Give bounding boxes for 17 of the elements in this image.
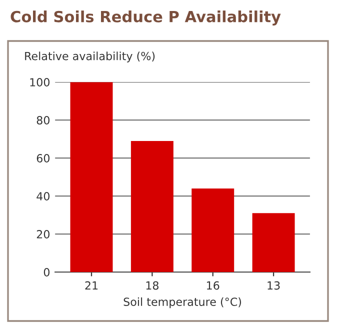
x-tick-label: 13 — [268, 281, 280, 290]
y-tick-label: 20 — [36, 230, 50, 238]
x-tick-label: 21 — [85, 281, 98, 290]
bar — [70, 82, 113, 272]
bar — [192, 188, 234, 272]
x-tick-label: 18 — [146, 281, 158, 290]
y-tick-label: 100 — [30, 78, 50, 86]
x-axis-title: Soil temperature (°C) — [124, 297, 242, 308]
y-tick-label: 60 — [36, 154, 50, 162]
y-tick-label: 40 — [36, 192, 50, 200]
chart-title: Cold Soils Reduce P Availability — [10, 10, 281, 26]
x-tick-label: 16 — [207, 281, 220, 290]
y-tick-label: 0 — [44, 268, 50, 276]
bar — [130, 140, 174, 272]
y-tick-label: 80 — [36, 116, 50, 124]
y-axis-title: Relative availability (%) — [25, 52, 155, 62]
bar — [252, 213, 295, 272]
